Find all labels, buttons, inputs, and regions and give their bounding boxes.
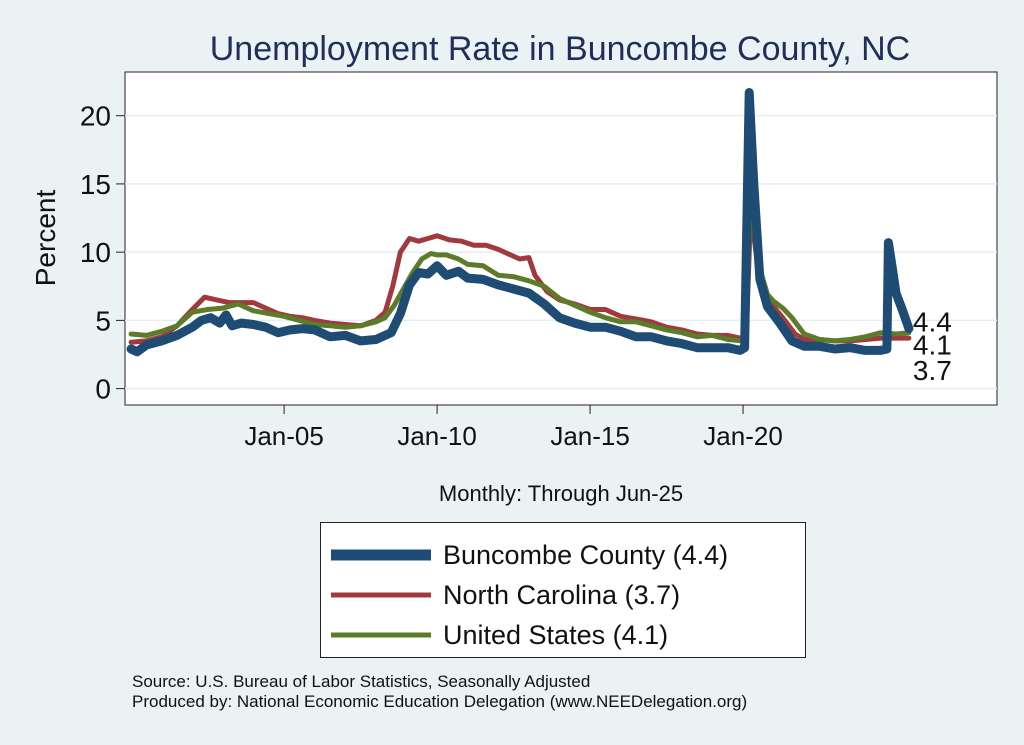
x-tick-label-3: Jan-20: [703, 421, 783, 451]
series-lines: [126, 88, 914, 357]
y-tick-label-0: 0: [95, 374, 111, 405]
y-tick-label-1: 5: [95, 305, 111, 336]
legend-label-north-carolina: North Carolina (3.7): [443, 579, 681, 610]
series-line-buncombe-county: [126, 88, 914, 357]
legend: Buncombe County (4.4) North Carolina (3.…: [320, 522, 806, 658]
legend-item-united-states: United States (4.1): [331, 617, 668, 653]
series-line-united-states: [128, 185, 912, 344]
legend-item-buncombe: Buncombe County (4.4): [331, 537, 728, 573]
legend-label-buncombe: Buncombe County (4.4): [443, 539, 729, 570]
x-tick-label-1: Jan-10: [397, 421, 477, 451]
end-label-0: 4.4: [913, 307, 952, 338]
end-label-1: 4.1: [913, 330, 952, 361]
y-axis-label: Percent: [30, 190, 61, 287]
legend-swatch-united-states: [331, 632, 431, 638]
y-tick-label-3: 15: [80, 169, 111, 200]
chart-title: Unemployment Rate in Buncombe County, NC: [210, 30, 910, 68]
x-axis-label: Monthly: Through Jun-25: [439, 481, 683, 506]
legend-label-united-states: United States (4.1): [443, 619, 669, 650]
legend-item-north-carolina: North Carolina (3.7): [331, 577, 680, 613]
plot-area: [124, 71, 998, 406]
source-note: Source: U.S. Bureau of Labor Statistics,…: [132, 672, 747, 712]
source-line: Source: U.S. Bureau of Labor Statistics,…: [132, 672, 591, 691]
x-axis: Jan-05 Jan-10 Jan-15 Jan-20: [244, 405, 783, 451]
y-tick-label-2: 10: [80, 237, 111, 268]
producer-line: Produced by: National Economic Education…: [132, 692, 748, 711]
legend-swatch-buncombe: [331, 549, 431, 561]
x-tick-label-0: Jan-05: [244, 421, 324, 451]
y-tick-label-4: 20: [80, 101, 111, 132]
y-axis: 0 5 10 15 20: [80, 101, 125, 405]
x-tick-label-2: Jan-15: [550, 421, 630, 451]
end-label-2: 3.7: [913, 355, 952, 386]
legend-swatch-north-carolina: [331, 592, 431, 598]
series-line-north-carolina: [128, 208, 912, 345]
end-labels: 4.44.13.7: [913, 307, 952, 387]
